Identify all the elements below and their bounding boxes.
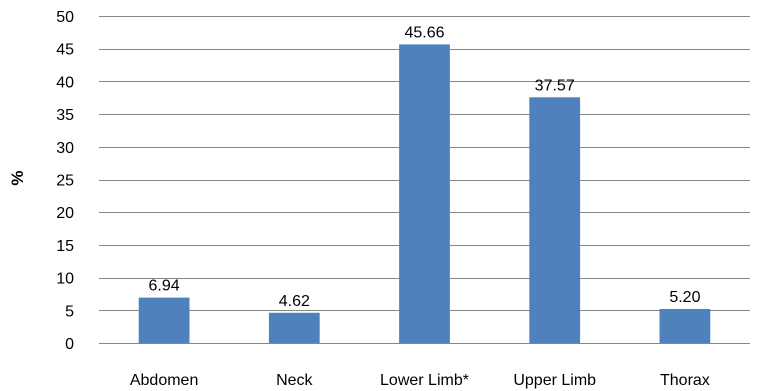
bars bbox=[138, 44, 711, 343]
y-tick-label: 40 bbox=[56, 74, 74, 91]
bar bbox=[659, 308, 711, 343]
bar-data-label: 4.62 bbox=[279, 293, 310, 310]
y-tick-label: 20 bbox=[56, 205, 74, 222]
bar bbox=[268, 312, 320, 343]
y-tick-label: 15 bbox=[56, 238, 74, 255]
y-tick-label: 45 bbox=[56, 42, 74, 59]
x-axis-categories: Abdomen Neck Lower Limb* Upper Limb Thorax bbox=[130, 372, 710, 389]
y-tick-label: 35 bbox=[56, 107, 74, 124]
y-axis-title: % bbox=[8, 170, 27, 185]
bar-data-label: 45.66 bbox=[404, 24, 444, 41]
y-tick-label: 30 bbox=[56, 140, 74, 157]
bar bbox=[529, 97, 581, 343]
bar bbox=[138, 297, 190, 343]
bar-data-label: 37.57 bbox=[535, 77, 575, 94]
x-category-label: Neck bbox=[276, 372, 313, 389]
bar bbox=[399, 44, 450, 343]
y-tick-label: 10 bbox=[56, 271, 74, 288]
x-category-label: Lower Limb* bbox=[380, 372, 469, 389]
y-tick-label: 50 bbox=[56, 9, 74, 26]
y-tick-label: 0 bbox=[65, 336, 74, 353]
y-tick-label: 5 bbox=[65, 303, 74, 320]
data-labels: 6.94 4.62 45.66 37.57 5.20 bbox=[149, 24, 701, 309]
x-category-label: Upper Limb bbox=[513, 372, 596, 389]
y-tick-label: 25 bbox=[56, 173, 74, 190]
x-category-label: Thorax bbox=[660, 372, 710, 389]
y-axis-ticks: 0 5 10 15 20 25 30 35 40 45 50 bbox=[56, 9, 74, 353]
x-category-label: Abdomen bbox=[130, 372, 199, 389]
bar-data-label: 5.20 bbox=[669, 289, 700, 306]
bar-data-label: 6.94 bbox=[149, 278, 180, 295]
